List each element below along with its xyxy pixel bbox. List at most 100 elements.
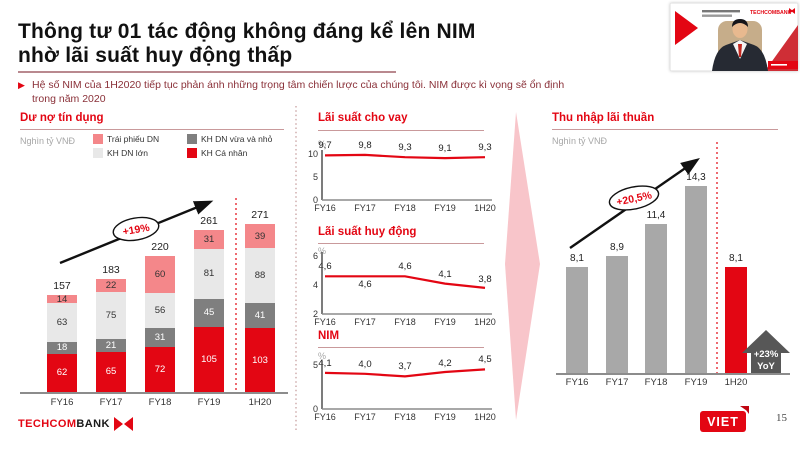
subtitle-bullet: Hệ số NIM của 1H2020 tiếp tục phản ánh n…: [32, 79, 565, 105]
video-brand-diamond-icon: [791, 8, 795, 14]
bar-segment: 62: [47, 353, 77, 392]
bar-segment: 65: [96, 351, 126, 392]
credit-chart-unit: Nghìn tỷ VNĐ: [20, 136, 76, 146]
x-axis-label: FY18: [394, 412, 416, 422]
bar-segment: 41: [245, 302, 275, 329]
legend-item: Trái phiếu DN: [93, 134, 179, 144]
page-number: 15: [776, 412, 787, 424]
backdrop-red-band: [765, 25, 798, 71]
bar-segment: 39: [245, 224, 275, 249]
bar-segment: 22: [96, 278, 126, 293]
bar-total-label: 183: [102, 263, 120, 276]
logo-techcom-text: TECHCOM: [18, 418, 77, 430]
bar-value-label: 8,1: [570, 252, 584, 264]
logo-bank-text: BANK: [76, 418, 110, 430]
x-axis-label: FY17: [99, 397, 123, 408]
x-axis-label: FY18: [148, 397, 172, 408]
bar: [606, 256, 628, 373]
credit-title-underline: [20, 129, 284, 130]
bar-segment: 88: [245, 248, 275, 303]
data-point-label: 3,8: [478, 273, 492, 285]
presenter-video-thumbnail[interactable]: TECHCOMBANK: [670, 3, 798, 71]
data-point-label: 9,3: [398, 142, 412, 154]
viet-logo-badge: VIET: [700, 406, 749, 432]
x-axis-label: FY19: [684, 377, 708, 388]
legend-label: KH Cá nhân: [201, 148, 248, 158]
deposit-rate-ylabel: %: [318, 246, 327, 256]
legend-label: KH DN vừa và nhỏ: [201, 134, 273, 144]
y-tick-label: 5: [312, 172, 318, 182]
title-underline: [18, 71, 396, 73]
video-lower-third-text: [771, 64, 787, 66]
bar-total-label: 261: [200, 214, 218, 227]
legend-swatch: [187, 134, 197, 144]
x-axis-label: FY16: [565, 377, 589, 388]
y-tick-label: 10: [307, 149, 318, 159]
data-point-label: 9,7: [318, 140, 332, 152]
nim-title: NIM: [318, 330, 340, 342]
viet-label: VIET: [707, 414, 739, 429]
presenter-hair: [732, 19, 748, 27]
bar: [725, 266, 747, 373]
data-point-label: 4,1: [318, 357, 332, 369]
backdrop-red-triangle-icon: [675, 11, 698, 45]
data-point-label: 4,5: [478, 354, 492, 366]
x-axis-label: FY16: [314, 203, 336, 213]
legend-item: KH DN lớn: [93, 148, 179, 158]
x-axis-label: FY16: [314, 412, 336, 422]
bar-total-label: 220: [151, 241, 169, 254]
x-axis-label: FY17: [605, 377, 629, 388]
bar: [685, 185, 707, 373]
y-tick-label: 4: [312, 280, 318, 290]
legend-swatch: [187, 148, 197, 158]
bar-segment: 31: [145, 328, 175, 348]
x-axis-label: 1H20: [474, 412, 496, 422]
x-axis-label: 1H20: [474, 317, 496, 327]
credit-chart-title: Dư nợ tín dụng: [20, 112, 104, 124]
data-point-label: 9,8: [358, 139, 372, 151]
x-axis-label: 1H20: [724, 377, 748, 388]
techcombank-diamond-icon: [113, 417, 133, 431]
x-axis-label: FY18: [394, 203, 416, 213]
nii-chart-title: Thu nhập lãi thuần: [552, 112, 655, 124]
x-axis-label: FY19: [434, 317, 456, 327]
data-point-label: 3,7: [398, 361, 412, 373]
page-title-line2: nhờ lãi suất huy động thấp: [18, 44, 293, 68]
bullet-arrow-icon: ▶: [18, 80, 25, 90]
x-axis-label: FY18: [644, 377, 668, 388]
bar-total-label: 271: [251, 209, 269, 221]
bar-segment: 72: [145, 347, 175, 392]
x-axis-label: FY19: [434, 412, 456, 422]
legend-item: KH Cá nhân: [187, 148, 272, 158]
nim-ylabel: %: [318, 351, 327, 361]
x-axis-label: FY16: [314, 317, 336, 327]
data-point-label: 4,0: [358, 358, 372, 370]
lending-rate-underline: [318, 130, 484, 131]
nii-title-underline: [552, 129, 778, 130]
bar-segment: 105: [194, 326, 224, 392]
deposit-rate-title: Lãi suất huy động: [318, 226, 417, 238]
bar-value-label: 8,9: [610, 242, 624, 254]
x-axis-label: 1H20: [474, 203, 496, 213]
techcombank-logo: TECHCOMBANK: [18, 417, 133, 431]
y-tick-label: 6: [312, 251, 318, 261]
data-point-label: 4,6: [398, 261, 412, 273]
data-point-label: 9,1: [438, 143, 452, 155]
x-axis-label: FY16: [50, 397, 74, 408]
x-axis-line: [556, 373, 790, 375]
bar-value-label: 14,3: [686, 171, 706, 183]
bar-value-label: 8,1: [729, 252, 743, 264]
bar-total-label: 157: [53, 279, 71, 292]
data-point-label: 4,1: [438, 268, 452, 280]
x-axis-label: 1H20: [248, 397, 272, 408]
bar-segment: 31: [194, 229, 224, 249]
y-tick-label: 2: [312, 309, 318, 319]
deposit-rate-underline: [318, 243, 484, 244]
bar-segment: 75: [96, 292, 126, 339]
legend-swatch: [93, 148, 103, 158]
x-axis-label: FY19: [434, 203, 456, 213]
bar-segment: 60: [145, 256, 175, 294]
legend-label: KH DN lớn: [107, 148, 148, 158]
page-title: Thông tư 01 tác động không đáng kể lên N…: [18, 20, 476, 68]
